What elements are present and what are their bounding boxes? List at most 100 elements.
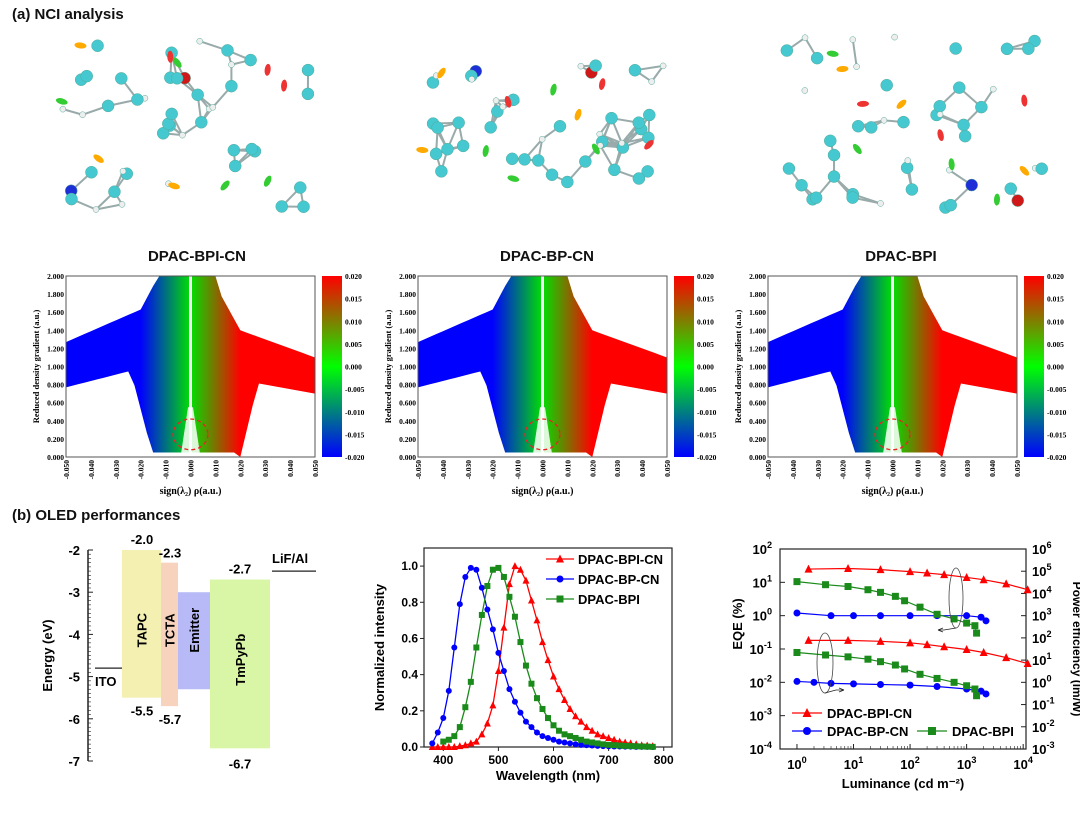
data-point — [495, 649, 502, 656]
y-axis-label: Reduced density gradient (a.u.) — [383, 310, 393, 424]
data-point — [467, 564, 474, 571]
nci-isosurface — [74, 42, 87, 49]
eqe-data-point — [906, 567, 915, 576]
atom — [115, 72, 128, 85]
data-point — [478, 584, 485, 591]
data-point — [467, 739, 475, 747]
x-tick-label: 0.010 — [913, 460, 922, 477]
molecule-structure-dpac-bpi-cn — [55, 37, 315, 213]
eqe-data-point — [979, 575, 988, 584]
y-tick-label: 1.0 — [401, 559, 418, 573]
atom — [965, 178, 978, 192]
y-tick-label: 101 — [752, 573, 772, 590]
y-tick-label: -7 — [68, 754, 80, 769]
y-tick-label: 0.800 — [47, 381, 64, 390]
data-point — [522, 576, 530, 584]
atom — [579, 155, 592, 168]
plot-frame — [65, 275, 316, 458]
layer-label: TCTA — [163, 613, 178, 647]
data-point — [567, 733, 574, 740]
pe-line-dpac-bpi-cn — [808, 639, 1028, 665]
atom — [518, 153, 531, 166]
nci-spike-line — [891, 276, 894, 457]
atom — [810, 51, 824, 65]
atom — [782, 162, 796, 175]
data-point — [445, 736, 452, 743]
x-tick-label: 400 — [433, 753, 453, 767]
layer-tmpypb — [210, 579, 270, 749]
hydrogen-atom — [801, 87, 809, 94]
eqe-data-point — [891, 592, 899, 600]
atom — [80, 69, 93, 83]
legend-label: DPAC-BPI — [578, 592, 640, 607]
x-axis-label: sign(λ₂) ρ(a.u.) — [862, 486, 924, 497]
nci-isosurface — [93, 154, 104, 163]
data-point — [473, 644, 480, 651]
atom — [91, 39, 104, 53]
data-point — [434, 729, 441, 736]
layer-tcta — [161, 562, 178, 707]
colorbar-tick-label: -0.020 — [345, 453, 365, 462]
pe-data-point — [901, 665, 909, 673]
colorbar-tick-label: 0.010 — [697, 317, 714, 326]
x-tick-label: -0.040 — [789, 460, 798, 480]
hydrogen-atom — [79, 111, 86, 118]
data-point — [467, 678, 474, 685]
x-tick-label: -0.050 — [414, 460, 423, 480]
atom — [1000, 42, 1014, 56]
atom — [864, 121, 878, 134]
hydrogen-atom — [853, 63, 860, 70]
nci-gap — [180, 407, 201, 457]
homo-lumo-label: -6.7 — [229, 756, 251, 771]
atom — [851, 119, 865, 133]
y-tick-label: -2 — [68, 543, 80, 558]
x-tick-label: 0.050 — [663, 460, 672, 477]
x-tick-label: 0.050 — [311, 460, 320, 477]
y2-tick-label: 10-3 — [1032, 740, 1055, 757]
pe-data-point — [876, 680, 884, 688]
data-point — [462, 573, 469, 580]
homo-lumo-label: -2.0 — [131, 532, 153, 547]
atom — [827, 170, 841, 183]
hydrogen-atom — [59, 105, 67, 113]
layer-label: Emitter — [187, 608, 202, 653]
atom — [827, 148, 841, 162]
y-tick-label: 1.800 — [47, 290, 64, 299]
hydrogen-atom — [492, 97, 500, 104]
colorbar-tick-label: 0.005 — [697, 340, 714, 349]
layer-emitter — [178, 592, 210, 690]
atom — [170, 72, 184, 85]
pe-data-point — [933, 682, 941, 690]
data-point — [594, 740, 601, 747]
eqe-data-point — [876, 565, 885, 574]
highlight-circle — [874, 418, 911, 451]
el-spectra-chart: 400 500 600 700 800 0.0 0.2 0.4 0.6 0.8 1.0 Wavelen… — [372, 547, 674, 783]
colorbar — [674, 276, 694, 457]
y-tick-label: 2.000 — [749, 272, 766, 281]
nci-gap — [532, 407, 553, 457]
data-point — [638, 743, 645, 750]
atom — [195, 116, 208, 129]
data-point — [428, 743, 436, 750]
legend-marker — [556, 554, 564, 563]
legend-marker — [803, 727, 811, 735]
data-point — [599, 732, 607, 740]
data-point — [605, 741, 612, 748]
x-tick-label: 500 — [488, 753, 508, 767]
molecule-structure-dpac-bpi — [780, 33, 1048, 214]
hydrogen-atom — [618, 139, 626, 147]
y-tick-label: 0.4 — [401, 668, 418, 682]
data-point — [611, 742, 618, 749]
colorbar-tick-label: 0.005 — [345, 340, 362, 349]
hydrogen-atom — [648, 78, 655, 85]
data-point — [489, 566, 496, 573]
nci-plot-dpac-bpi: 0.000 0.200 0.400 0.600 0.800 1.000 1.200 1.400… — [733, 272, 1067, 497]
colorbar-tick-label: 0.015 — [1047, 295, 1064, 304]
y-tick-label: 1.600 — [399, 308, 416, 317]
pe-data-point — [906, 638, 915, 647]
data-point — [489, 626, 496, 633]
atom — [301, 87, 315, 101]
y-tick-label: 1.800 — [749, 290, 766, 299]
y2-tick-label: 10-1 — [1032, 696, 1055, 713]
x-tick-label: 104 — [1013, 755, 1033, 772]
